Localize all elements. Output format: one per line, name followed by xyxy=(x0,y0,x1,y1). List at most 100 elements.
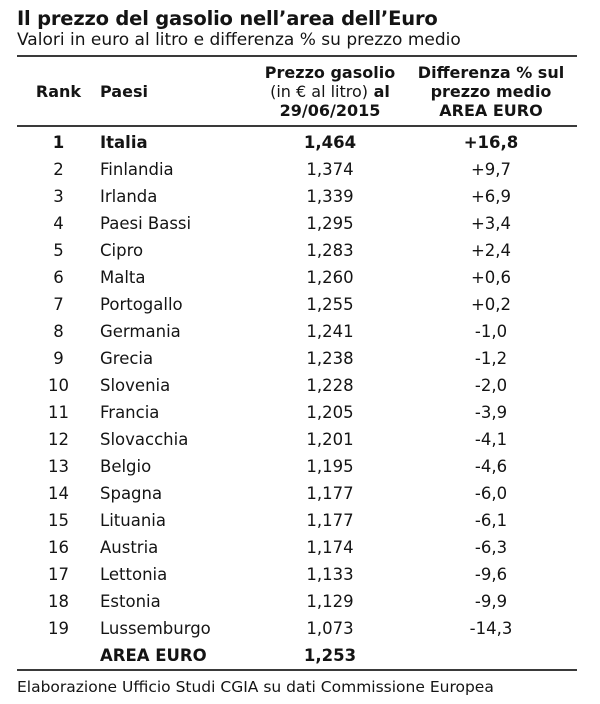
country-cell: Lituania xyxy=(100,511,166,530)
country-cell: Austria xyxy=(100,538,159,557)
rank-cell: 15 xyxy=(48,511,69,530)
diff-cell: -9,6 xyxy=(474,565,508,584)
table-row: 14 Spagna 1,177 -6,0 xyxy=(17,480,577,507)
diff-cell: -2,0 xyxy=(474,376,508,395)
diff-cell: -6,3 xyxy=(474,538,508,557)
price-cell: 1,177 xyxy=(306,511,354,530)
rank-cell: 16 xyxy=(48,538,69,557)
price-header-al: al xyxy=(373,82,390,101)
price-cell: 1,255 xyxy=(306,295,354,314)
country-cell: Slovacchia xyxy=(100,430,189,449)
price-cell: 1,177 xyxy=(306,484,354,503)
source-note: Elaborazione Ufficio Studi CGIA su dati … xyxy=(17,678,494,696)
rank-cell: 8 xyxy=(53,322,64,341)
country-cell: Irlanda xyxy=(100,187,158,206)
table-row: 2 Finlandia 1,374 +9,7 xyxy=(17,156,577,183)
country-cell: Paesi Bassi xyxy=(100,214,192,233)
table-row: 7 Portogallo 1,255 +0,2 xyxy=(17,291,577,318)
country-cell: Slovenia xyxy=(100,376,171,395)
diff-cell: -9,9 xyxy=(474,592,508,611)
column-header-diff: Differenza % sul prezzo medio AREA EURO xyxy=(405,63,577,120)
diff-cell: +9,7 xyxy=(470,160,512,179)
table-row: 18 Estonia 1,129 -9,9 xyxy=(17,588,577,615)
diff-cell: -1,2 xyxy=(474,349,508,368)
price-cell: 1,073 xyxy=(306,619,354,638)
price-cell: 1,295 xyxy=(306,214,354,233)
diff-cell: -3,9 xyxy=(474,403,508,422)
diff-cell: -4,1 xyxy=(474,430,508,449)
rank-cell: 11 xyxy=(48,403,69,422)
table-row: 13 Belgio 1,195 -4,6 xyxy=(17,453,577,480)
table-row: 9 Grecia 1,238 -1,2 xyxy=(17,345,577,372)
price-header-date: 29/06/2015 xyxy=(279,101,381,120)
diff-cell: +0,2 xyxy=(470,295,512,314)
country-cell: Estonia xyxy=(100,592,161,611)
price-cell: 1,260 xyxy=(306,268,354,287)
diff-cell: -6,0 xyxy=(474,484,508,503)
rank-cell: 1 xyxy=(52,133,65,152)
page-title: Il prezzo del gasolio nell’area dell’Eur… xyxy=(17,7,438,30)
diff-cell: -1,0 xyxy=(474,322,508,341)
table-row: 11 Francia 1,205 -3,9 xyxy=(17,399,577,426)
table-row: 17 Lettonia 1,133 -9,6 xyxy=(17,561,577,588)
rank-cell: 2 xyxy=(53,160,64,179)
country-cell: Finlandia xyxy=(100,160,174,179)
country-cell: Cipro xyxy=(100,241,144,260)
table-row: 4 Paesi Bassi 1,295 +3,4 xyxy=(17,210,577,237)
page-subtitle: Valori in euro al litro e differenza % s… xyxy=(17,30,577,57)
rank-cell: 5 xyxy=(53,241,64,260)
rank-cell: 13 xyxy=(48,457,69,476)
price-cell: 1,253 xyxy=(303,646,357,665)
diff-cell: -4,6 xyxy=(474,457,508,476)
diff-cell: +3,4 xyxy=(470,214,512,233)
rank-cell: 10 xyxy=(48,376,69,395)
diff-cell: +6,9 xyxy=(470,187,512,206)
diff-header-line1: Differenza % sul xyxy=(417,63,565,82)
rank-cell: 18 xyxy=(48,592,69,611)
diff-header-line3: AREA EURO xyxy=(439,101,543,120)
price-header-line1: Prezzo gasolio xyxy=(264,63,396,82)
price-header-unit: (in € al litro) xyxy=(270,82,369,101)
price-cell: 1,339 xyxy=(306,187,354,206)
country-cell: Francia xyxy=(100,403,160,422)
diff-cell: -14,3 xyxy=(469,619,513,638)
price-cell: 1,464 xyxy=(303,133,357,152)
table-row: 16 Austria 1,174 -6,3 xyxy=(17,534,577,561)
table-body: 1 Italia 1,464 +16,8 2 Finlandia 1,374 +… xyxy=(17,127,577,671)
rank-cell: 19 xyxy=(48,619,69,638)
column-header-country: Paesi xyxy=(100,82,148,101)
rank-cell: 4 xyxy=(53,214,64,233)
country-cell: Spagna xyxy=(100,484,163,503)
price-cell: 1,228 xyxy=(306,376,354,395)
price-cell: 1,201 xyxy=(306,430,354,449)
diff-cell: -6,1 xyxy=(474,511,508,530)
price-cell: 1,133 xyxy=(306,565,354,584)
rank-cell: 9 xyxy=(53,349,64,368)
diff-cell: +2,4 xyxy=(470,241,512,260)
country-cell: Lussemburgo xyxy=(100,619,211,638)
rank-cell: 7 xyxy=(53,295,64,314)
country-cell: AREA EURO xyxy=(100,646,207,665)
price-header-line2: (in € al litro) al xyxy=(255,82,405,101)
price-cell: 1,283 xyxy=(306,241,354,260)
diff-cell: +16,8 xyxy=(463,133,519,152)
country-cell: Malta xyxy=(100,268,146,287)
table-row: 6 Malta 1,260 +0,6 xyxy=(17,264,577,291)
table-row: 10 Slovenia 1,228 -2,0 xyxy=(17,372,577,399)
table-row: 1 Italia 1,464 +16,8 xyxy=(17,129,577,156)
rank-cell: 12 xyxy=(48,430,69,449)
rank-cell: 17 xyxy=(48,565,69,584)
table-row: 19 Lussemburgo 1,073 -14,3 xyxy=(17,615,577,642)
table-row: 5 Cipro 1,283 +2,4 xyxy=(17,237,577,264)
diff-cell: +0,6 xyxy=(470,268,512,287)
country-cell: Lettonia xyxy=(100,565,168,584)
rank-cell: 6 xyxy=(53,268,64,287)
diff-header-line2: prezzo medio xyxy=(430,82,552,101)
price-cell: 1,129 xyxy=(306,592,354,611)
price-cell: 1,195 xyxy=(306,457,354,476)
table-row: 15 Lituania 1,177 -6,1 xyxy=(17,507,577,534)
column-header-rank: Rank xyxy=(35,82,82,101)
price-cell: 1,205 xyxy=(306,403,354,422)
price-cell: 1,241 xyxy=(306,322,354,341)
